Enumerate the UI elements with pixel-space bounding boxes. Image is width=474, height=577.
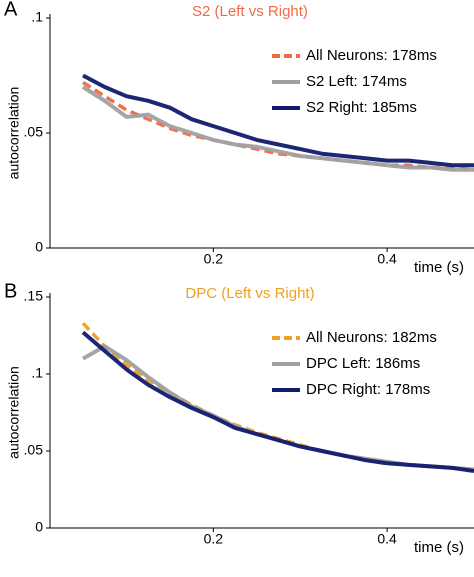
chart-title: S2 (Left vs Right) bbox=[192, 3, 308, 20]
series-line bbox=[82, 80, 474, 172]
legend-label: DPC Right: 178ms bbox=[306, 381, 430, 398]
x-tick-label: 0.4 bbox=[377, 531, 397, 547]
x-axis-label: time (s) bbox=[414, 259, 464, 276]
panel-label: A bbox=[4, 0, 18, 20]
y-tick-label: 0 bbox=[35, 519, 43, 535]
x-axis-label: time (s) bbox=[414, 539, 464, 556]
chart-title: DPC (Left vs Right) bbox=[185, 285, 314, 302]
x-tick-label: 0.2 bbox=[204, 531, 224, 547]
legend-label: All Neurons: 182ms bbox=[306, 329, 437, 346]
y-tick-label: .15 bbox=[24, 288, 44, 304]
y-axis-label: autocorrelation bbox=[6, 366, 22, 459]
y-tick-label: .05 bbox=[24, 442, 44, 458]
y-axis-label: autocorrelation bbox=[6, 87, 22, 180]
legend-label: DPC Left: 186ms bbox=[306, 355, 420, 372]
series-line bbox=[81, 85, 474, 172]
panel-label: B bbox=[4, 280, 17, 302]
x-tick-label: 0.2 bbox=[204, 251, 224, 267]
y-tick-label: .1 bbox=[31, 365, 43, 381]
legend-label: All Neurons: 178ms bbox=[306, 47, 437, 64]
y-tick-label: 0 bbox=[35, 239, 43, 255]
series-line bbox=[82, 73, 474, 168]
y-tick-label: .1 bbox=[31, 9, 43, 25]
legend-label: S2 Right: 185ms bbox=[306, 99, 417, 116]
series-line bbox=[81, 330, 474, 473]
legend-label: S2 Left: 174ms bbox=[306, 73, 407, 90]
x-tick-label: 0.4 bbox=[377, 251, 397, 267]
y-tick-label: .05 bbox=[24, 124, 44, 140]
